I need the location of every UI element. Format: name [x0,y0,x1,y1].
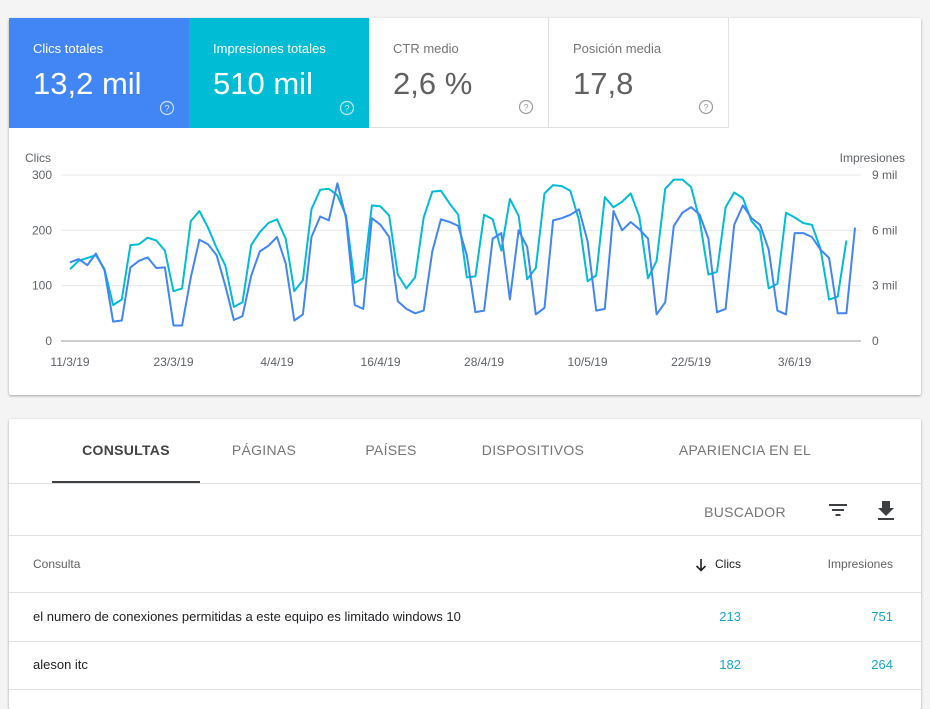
column-header-impressions[interactable]: Impresiones [827,557,893,571]
metric-value: 13,2 mil [33,66,142,101]
metric-label: Posición media [573,41,662,56]
left-tick-label: 300 [32,168,52,182]
impressions-series-line [69,178,848,308]
metric-label: Clics totales [33,41,104,56]
x-tick-label: 4/4/19 [260,355,294,369]
right-tick-label: 3 mil [872,279,897,293]
left-axis-label: Clics [25,151,51,165]
metric-total-clicks[interactable]: Clics totales 13,2 mil ? [9,18,189,128]
metric-value: 17,8 [573,66,634,101]
svg-text:?: ? [703,103,708,113]
report-tabs: CONSULTAS PÁGINAS PAÍSES DISPOSITIVOS AP… [9,419,921,520]
impressions-cell: 264 [871,657,893,672]
tab-search-appearance[interactable]: APARIENCIA EN EL BUSCADOR [678,442,812,520]
right-tick-label: 6 mil [872,223,897,237]
help-icon[interactable]: ? [518,99,534,115]
x-tick-label: 28/4/19 [464,355,504,369]
table-row[interactable]: el numero de conexiones permitidas a est… [9,593,921,642]
column-header-query[interactable]: Consulta [33,557,81,571]
impressions-cell: 751 [871,609,893,624]
x-tick-label: 3/6/19 [778,355,812,369]
right-tick-label: 9 mil [872,168,897,182]
left-tick-label: 0 [45,334,52,348]
x-tick-label: 23/3/19 [153,355,193,369]
metric-value: 2,6 % [393,66,473,101]
help-icon[interactable]: ? [339,100,355,116]
svg-text:?: ? [344,104,349,114]
metric-label: Impresiones totales [213,41,326,56]
metric-average-position[interactable]: Posición media 17,8 ? [549,18,729,128]
query-cell: el numero de conexiones permitidas a est… [33,609,461,624]
query-cell: aleson itc [33,657,88,672]
x-tick-label: 22/5/19 [671,355,711,369]
metric-label: CTR medio [393,41,459,56]
metric-value: 510 mil [213,66,313,101]
table-header: Consulta Clics Impresiones [9,536,921,593]
report-table-card: CONSULTAS PÁGINAS PAÍSES DISPOSITIVOS AP… [9,419,921,709]
active-tab-indicator [52,481,200,483]
column-header-clicks[interactable]: Clics [715,557,741,571]
clicks-cell: 213 [719,609,741,624]
download-icon[interactable] [872,496,900,524]
tab-devices[interactable]: DISPOSITIVOS [481,442,585,458]
x-tick-label: 16/4/19 [361,355,401,369]
performance-card: Clics totales 13,2 mil ? Impresiones tot… [9,18,921,395]
tab-pages[interactable]: PÁGINAS [231,442,297,458]
x-tick-label: 10/5/19 [568,355,608,369]
sort-arrow-icon[interactable] [695,536,707,592]
metric-total-impressions[interactable]: Impresiones totales 510 mil ? [189,18,369,128]
right-axis-label: Impresiones [840,151,905,165]
filter-icon[interactable] [824,496,852,524]
tab-queries[interactable]: CONSULTAS [82,442,170,458]
clicks-cell: 182 [719,657,741,672]
left-tick-label: 200 [32,223,52,237]
x-tick-label: 11/3/19 [50,355,89,369]
clicks-series-line [69,182,856,327]
table-row[interactable]: aleson itc 182 264 [9,641,921,690]
right-tick-label: 0 [872,334,879,348]
svg-text:?: ? [523,103,528,113]
help-icon[interactable]: ? [159,100,175,116]
table-toolbar [9,484,921,536]
performance-chart: 300 9 mil 200 6 mil 100 3 mil 0 0 Clics Impresion… [25,151,905,369]
svg-text:?: ? [164,104,169,114]
tab-countries[interactable]: PAÍSES [365,442,417,458]
left-tick-label: 100 [32,279,52,293]
metric-average-ctr[interactable]: CTR medio 2,6 % ? [369,18,549,128]
help-icon[interactable]: ? [698,99,714,115]
